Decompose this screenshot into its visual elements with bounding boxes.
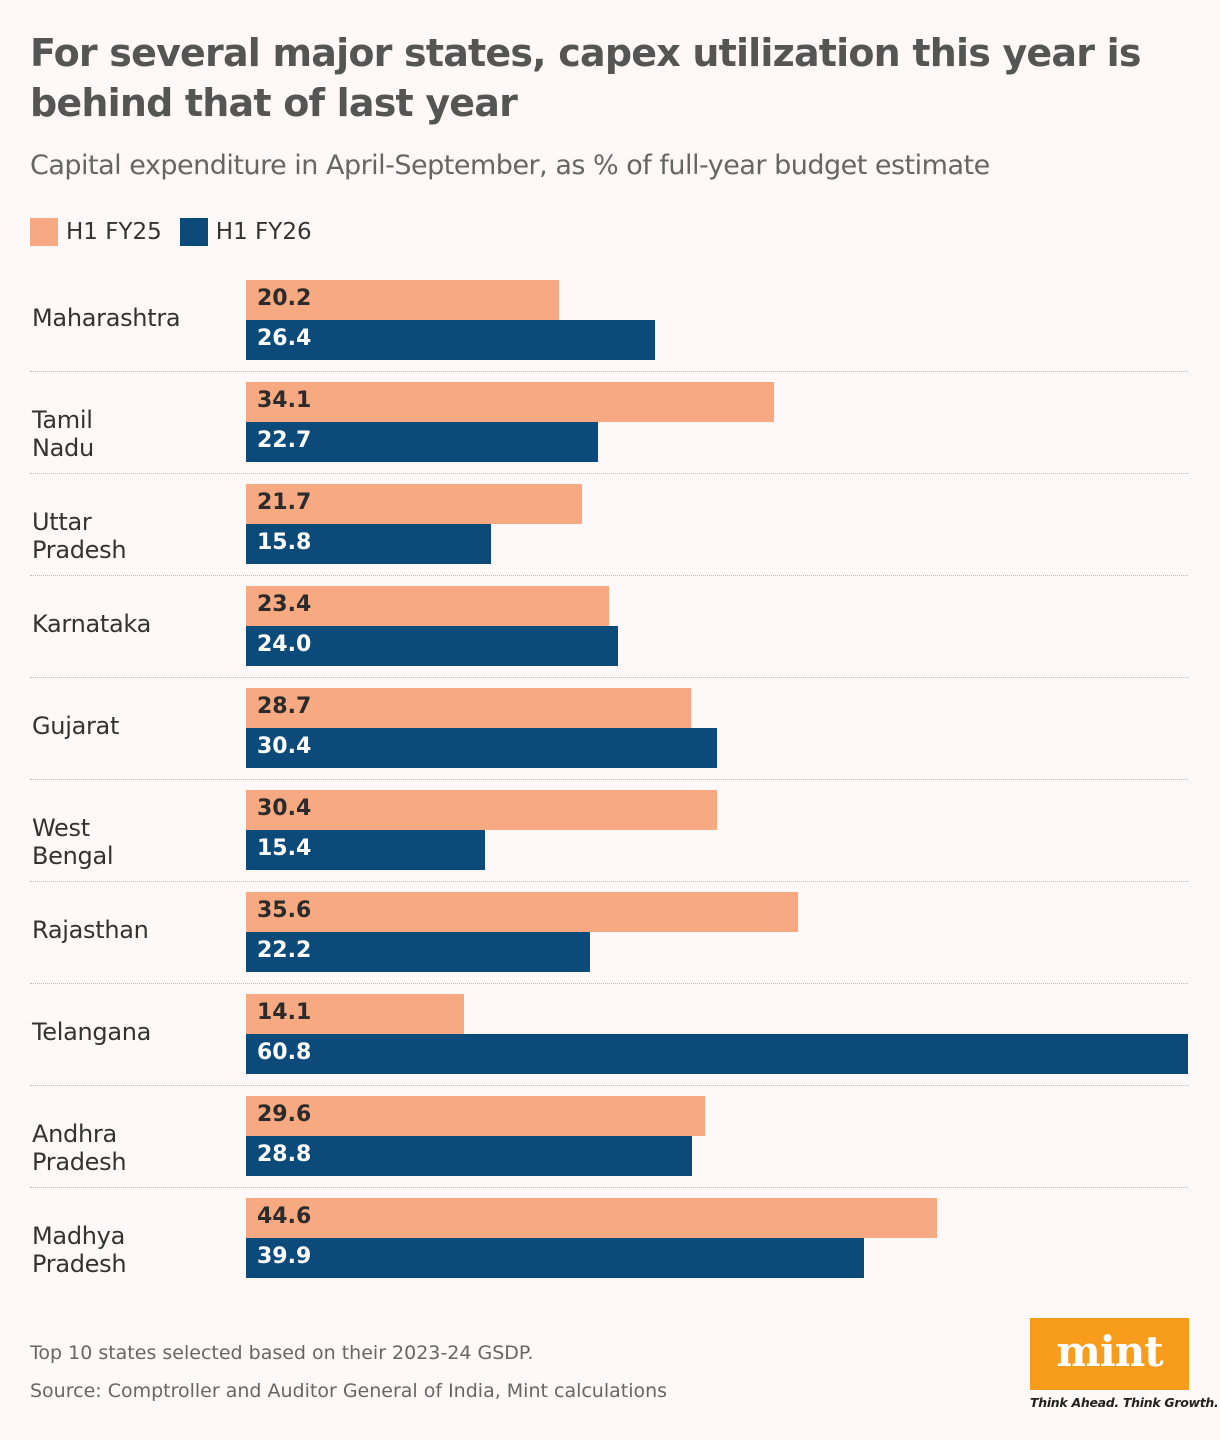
data-label: 20.2	[257, 286, 312, 311]
category-label: Karnataka	[32, 610, 151, 638]
row-divider	[30, 473, 1188, 474]
legend-label: H1 FY26	[215, 219, 312, 245]
footnote: Top 10 states selected based on their 20…	[30, 1342, 534, 1364]
data-label: 15.4	[257, 836, 312, 861]
category-label: Tamil Nadu	[32, 406, 94, 462]
bar: 30.4	[246, 790, 717, 830]
bar: 28.7	[246, 688, 691, 728]
bar: 22.7	[246, 422, 598, 462]
bar: 15.4	[246, 830, 485, 870]
bar: 30.4	[246, 728, 717, 768]
data-label: 39.9	[257, 1244, 312, 1269]
data-label: 34.1	[257, 388, 312, 413]
legend-swatch	[30, 218, 58, 246]
data-label: 22.2	[257, 938, 312, 963]
row-divider	[30, 1187, 1188, 1188]
category-label: Rajasthan	[32, 916, 149, 944]
data-label: 26.4	[257, 326, 312, 351]
logo-tagline: Think Ahead. Think Growth.	[1030, 1395, 1219, 1410]
category-label: West Bengal	[32, 814, 114, 870]
data-label: 30.4	[257, 734, 312, 759]
data-label: 30.4	[257, 796, 312, 821]
data-label: 29.6	[257, 1102, 312, 1127]
bar: 15.8	[246, 524, 491, 564]
chart-title: For several major states, capex utilizat…	[30, 31, 1141, 125]
bar: 60.8	[246, 1034, 1188, 1074]
bar: 24.0	[246, 626, 618, 666]
category-label: Madhya Pradesh	[32, 1222, 127, 1278]
row-divider	[30, 371, 1188, 372]
data-label: 22.7	[257, 428, 312, 453]
row-divider	[30, 881, 1188, 882]
legend: H1 FY25 H1 FY26	[30, 218, 330, 246]
data-label: 21.7	[257, 490, 312, 515]
legend-item-fy26: H1 FY26	[179, 218, 312, 246]
row-divider	[30, 575, 1188, 576]
row-divider	[30, 1085, 1188, 1086]
bar: 22.2	[246, 932, 590, 972]
category-label: Andhra Pradesh	[32, 1120, 127, 1176]
data-label: 28.7	[257, 694, 312, 719]
row-divider	[30, 779, 1188, 780]
data-label: 23.4	[257, 592, 312, 617]
data-label: 60.8	[257, 1040, 312, 1065]
bar: 14.1	[246, 994, 465, 1034]
bar: 28.8	[246, 1136, 693, 1176]
category-label: Maharashtra	[32, 304, 181, 332]
row-divider	[30, 983, 1188, 984]
data-label: 35.6	[257, 898, 312, 923]
legend-swatch	[179, 218, 208, 246]
category-label: Uttar Pradesh	[32, 508, 127, 564]
legend-item-fy25: H1 FY25	[30, 218, 162, 246]
chart-subtitle: Capital expenditure in April-September, …	[30, 150, 990, 181]
bar: 39.9	[246, 1238, 865, 1278]
category-label: Gujarat	[32, 712, 120, 740]
bar: 23.4	[246, 586, 609, 626]
legend-label: H1 FY25	[66, 219, 162, 245]
bar: 34.1	[246, 382, 775, 422]
source: Source: Comptroller and Auditor General …	[30, 1380, 668, 1402]
bar: 20.2	[246, 280, 559, 320]
data-label: 28.8	[257, 1142, 312, 1167]
row-divider	[30, 677, 1188, 678]
bar: 21.7	[246, 484, 583, 524]
data-label: 14.1	[257, 1000, 312, 1025]
bar: 35.6	[246, 892, 798, 932]
data-label: 44.6	[257, 1204, 312, 1229]
bar: 29.6	[246, 1096, 705, 1136]
bar: 44.6	[246, 1198, 937, 1238]
data-label: 15.8	[257, 530, 312, 555]
data-label: 24.0	[257, 632, 312, 657]
mint-logo: mint	[1030, 1318, 1189, 1390]
category-label: Telangana	[32, 1018, 152, 1046]
bar: 26.4	[246, 320, 656, 360]
